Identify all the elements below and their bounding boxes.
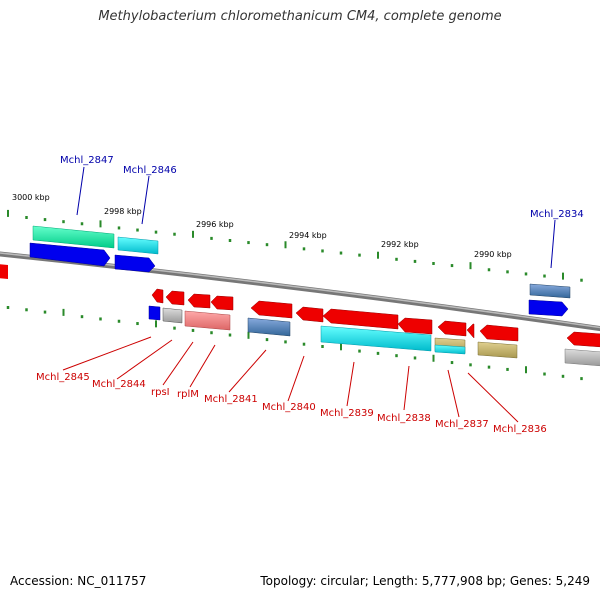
label-mchl-2847: Mchl_2847 (60, 155, 114, 166)
gene-mchl-2845-arrow[interactable] (151, 288, 164, 304)
label-mchl-2836: Mchl_2836 (493, 424, 547, 435)
gene-mchl-2834[interactable] (529, 283, 571, 299)
label-mchl-2839: Mchl_2839 (320, 408, 374, 419)
gene-mchl-2837[interactable] (434, 344, 466, 355)
genome-backbone (0, 251, 600, 332)
label-mchl-2838: Mchl_2838 (377, 413, 431, 424)
gene-mchl-2837-arrow[interactable] (437, 320, 467, 337)
label-mchl-2840: Mchl_2840 (262, 402, 316, 413)
scale-label: 2992 kbp (381, 240, 419, 249)
gene-rplm-arrow[interactable] (210, 295, 234, 311)
gene-mchl-2836-arrow[interactable] (479, 324, 519, 342)
gene-mchl-2844-arrow[interactable] (165, 290, 185, 306)
gene-mchl-2844[interactable] (162, 307, 183, 324)
label-rplm: rplM (177, 389, 199, 400)
gene-rpsi[interactable] (184, 310, 231, 331)
gene-mchl-2839[interactable] (320, 325, 432, 352)
gene-rpsi-arrow[interactable] (187, 293, 211, 309)
gene-mchl-2846-cds[interactable] (114, 254, 156, 273)
genome-title: Methylobacterium chloromethanicum CM4, c… (98, 9, 502, 24)
gene-mchl-2837-small[interactable] (466, 323, 475, 339)
scale-label: 2998 kbp (104, 207, 142, 216)
gene-mchl-2847[interactable] (32, 225, 115, 249)
gene-mchl-2841[interactable] (247, 317, 291, 337)
gene-mchl-2838-arrow[interactable] (397, 317, 433, 335)
gene-mchl-2836[interactable] (477, 341, 518, 359)
label-mchl-2844: Mchl_2844 (92, 379, 146, 390)
gene-right-edge[interactable] (564, 348, 600, 367)
label-mchl-2841: Mchl_2841 (204, 394, 258, 405)
gene-right-edge-arrow[interactable] (566, 331, 600, 348)
label-mchl-2837: Mchl_2837 (435, 419, 489, 430)
label-rpsi: rpsI (151, 387, 170, 398)
lower-tick-row (6, 305, 583, 381)
forward-genes (0, 225, 571, 317)
gene-mchl-2846[interactable] (117, 236, 159, 255)
label-mchl-2846: Mchl_2846 (123, 165, 177, 176)
lower-leader-lines (62, 336, 519, 423)
gene-left-edge[interactable] (0, 264, 8, 279)
reverse-genes (148, 288, 600, 367)
label-mchl-2845: Mchl_2845 (36, 372, 90, 383)
gene-mchl-2840-arrow[interactable] (295, 306, 324, 323)
scale-label: 2990 kbp (474, 250, 512, 259)
gene-mchl-2845[interactable] (148, 305, 161, 321)
label-mchl-2834: Mchl_2834 (530, 209, 584, 220)
scale-label: 2994 kbp (289, 231, 327, 240)
gene-mchl-2834-cds[interactable] (528, 299, 569, 317)
upper-tick-row (7, 209, 583, 282)
accession-text: Accession: NC_011757 (10, 574, 147, 588)
gene-mchl-2841-arrow[interactable] (250, 300, 293, 319)
genome-stats-text: Topology: circular; Length: 5,777,908 bp… (260, 574, 590, 588)
scale-label: 3000 kbp (12, 193, 50, 202)
gene-mchl-2839-arrow[interactable] (322, 308, 399, 330)
gene-mchl-2847-cds[interactable] (29, 242, 111, 267)
upper-leader-lines (76, 166, 556, 269)
scale-label: 2996 kbp (196, 220, 234, 229)
